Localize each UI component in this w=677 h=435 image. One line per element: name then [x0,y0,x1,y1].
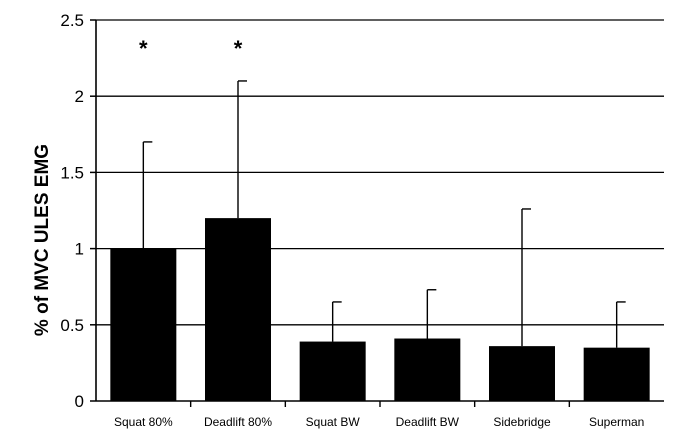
x-category-label: Deadlift 80% [204,415,272,429]
y-tick-label: 2.5 [60,11,84,30]
x-category-label: Squat BW [306,415,361,429]
y-tick-label: 1.5 [60,163,84,182]
gridlines [96,19,664,326]
y-tick-label: 2 [75,87,84,106]
x-axis-labels: Squat 80% Deadlift 80% Squat BW Deadlift BW… [114,415,644,429]
significance-marker: * [234,36,243,61]
bar [110,248,177,401]
bar [489,346,555,401]
y-axis-title: % of MVC ULES EMG [32,144,53,336]
bar [205,218,271,401]
error-bars [142,80,626,348]
y-tick-label: 1 [75,240,84,259]
y-axis-ticks: 0 0.5 1 1.5 2 2.5 [60,11,96,411]
x-category-label: Deadlift BW [396,415,460,429]
bar [299,341,366,401]
bar [583,347,650,401]
significance-markers: * * [139,36,243,61]
x-category-label: Sidebridge [493,415,551,429]
bars [110,218,650,401]
y-tick-label: 0.5 [60,316,84,335]
y-tick-label: 0 [75,392,84,411]
x-category-label: Superman [589,415,644,429]
axes [95,20,664,407]
x-category-label: Squat 80% [114,415,173,429]
significance-marker: * [139,36,148,61]
bar [394,338,461,401]
